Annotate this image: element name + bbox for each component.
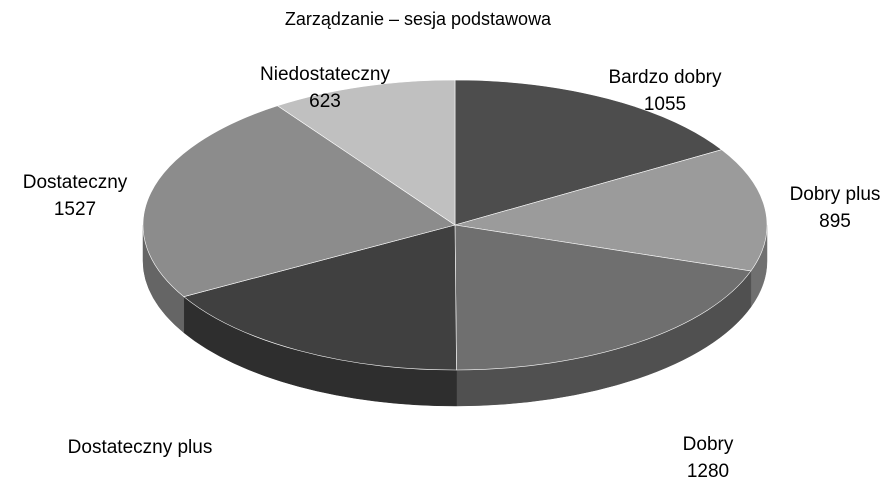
slice-label: Dostateczny	[23, 172, 128, 193]
pie-slice	[276, 79, 456, 226]
pie-slice	[454, 79, 723, 226]
slice-value: 1280	[687, 461, 729, 482]
chart-title: Zarządzanie – sesja podstawowa	[285, 9, 552, 29]
slice-label: Niedostateczny	[260, 64, 390, 85]
pie-slice	[142, 105, 456, 298]
slice-value: 1527	[54, 199, 96, 220]
pie-tops	[142, 79, 768, 371]
slice-value: 1055	[644, 94, 686, 115]
slice-label: Dobry	[683, 434, 734, 455]
pie-slice	[183, 224, 457, 371]
pie-slice	[454, 149, 768, 272]
pie-slice	[454, 224, 752, 371]
slice-label: Dobry plus	[790, 184, 881, 205]
slice-label: Bardzo dobry	[608, 67, 722, 88]
slice-value: 623	[309, 91, 341, 112]
slice-label: Dostateczny plus	[68, 437, 213, 458]
slice-value: 895	[819, 211, 851, 232]
